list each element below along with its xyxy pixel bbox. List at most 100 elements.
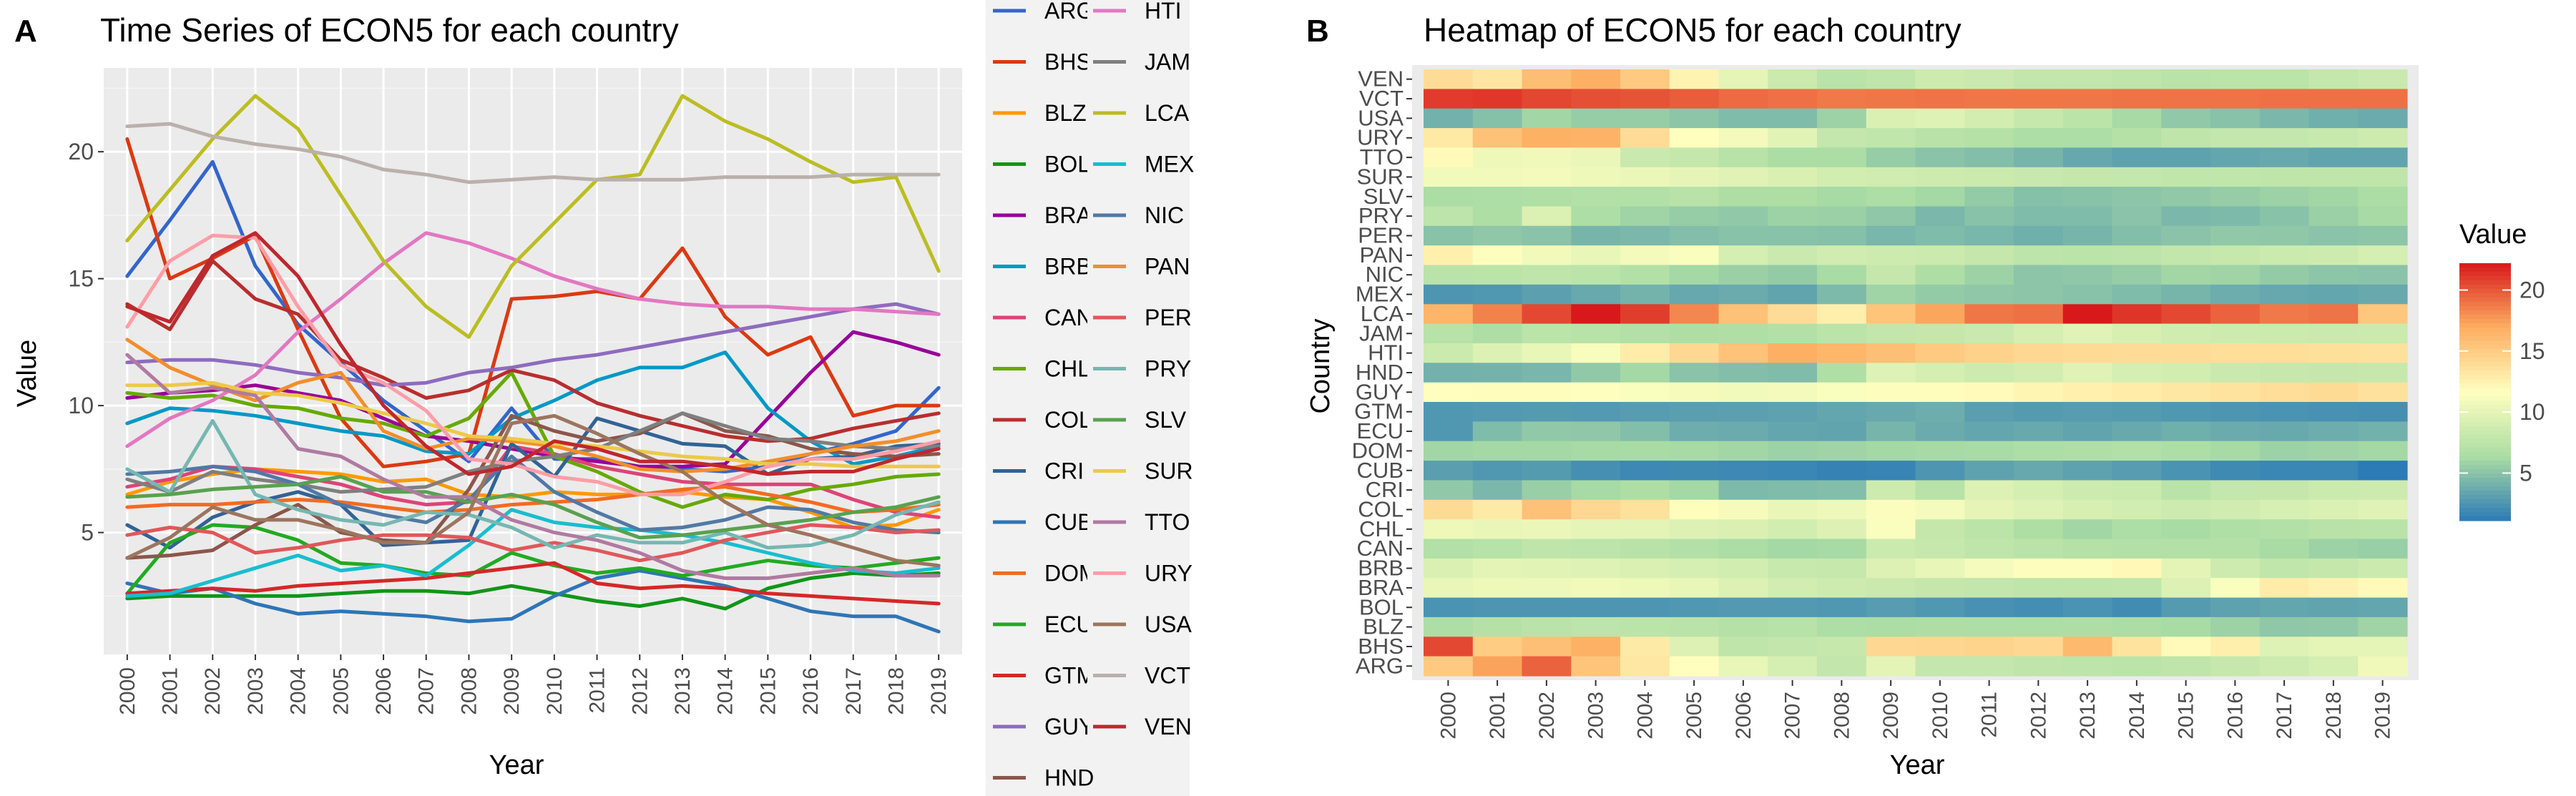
heatmap-cell-hti-2004 <box>1620 343 1670 363</box>
legend-label-nic: NIC <box>1145 202 1184 228</box>
colorbar-segment <box>2459 263 2511 268</box>
line-chart-xtick-label: 2004 <box>287 667 310 715</box>
heatmap-cell-hti-2016 <box>2210 343 2261 363</box>
heatmap-cell-lca-2002 <box>1522 304 1572 325</box>
heatmap-cell-slv-2011 <box>1964 187 2014 207</box>
heatmap-cell-can-2007 <box>1768 539 1818 559</box>
heatmap-cell-dom-2018 <box>2308 441 2359 461</box>
heatmap-cell-slv-2005 <box>1669 187 1720 207</box>
heatmap-cell-ury-2014 <box>2112 128 2162 149</box>
heatmap-xtick-label: 2000 <box>1436 692 1460 740</box>
heatmap-cell-ecu-2019 <box>2358 421 2408 442</box>
heatmap-cell-ury-2012 <box>2014 128 2064 149</box>
heatmap-cell-hti-2003 <box>1571 343 1621 363</box>
heatmap-cell-sur-2009 <box>1866 167 1916 187</box>
heatmap-cell-dom-2003 <box>1571 441 1621 461</box>
heatmap-cell-tto-2010 <box>1915 147 1965 168</box>
colorbar-segment <box>2459 285 2511 290</box>
heatmap-cell-brb-2001 <box>1472 558 1523 579</box>
heatmap-ytick-label: BRA <box>1358 575 1404 600</box>
heatmap-cell-blz-2002 <box>1522 616 1572 637</box>
heatmap-cell-mex-2019 <box>2358 284 2408 305</box>
heatmap-cell-slv-2015 <box>2161 187 2211 207</box>
colorbar-segment <box>2459 379 2511 384</box>
heatmap-cell-hnd-2014 <box>2112 363 2162 383</box>
heatmap-cell-ury-2016 <box>2210 128 2261 149</box>
heatmap-cell-pan-2012 <box>2014 245 2064 266</box>
heatmap-cell-ven-2004 <box>1620 69 1670 89</box>
heatmap-cell-chl-2009 <box>1866 519 1916 540</box>
heatmap-cell-pry-2005 <box>1669 206 1720 227</box>
series-line-ven <box>125 231 941 476</box>
heatmap-cell-chl-2004 <box>1620 519 1670 540</box>
legend-label-ury: URY <box>1145 561 1192 586</box>
heatmap-cell-per-2014 <box>2112 225 2162 246</box>
heatmap-cell-hti-2018 <box>2308 343 2359 363</box>
heatmap-cell-ecu-2018 <box>2308 421 2359 442</box>
heatmap-cell-sur-2005 <box>1669 167 1720 187</box>
heatmap-cell-can-2010 <box>1915 539 1965 559</box>
colorbar-segment <box>2459 370 2511 375</box>
heatmap-cell-bol-2004 <box>1620 597 1670 618</box>
heatmap-cell-lca-2017 <box>2259 304 2310 325</box>
line-chart-xtick-label: 2008 <box>457 667 481 715</box>
heatmap-cell-col-2005 <box>1669 499 1720 520</box>
heatmap-cell-bra-2002 <box>1522 578 1572 599</box>
heatmap-cell-bra-2006 <box>1718 578 1768 599</box>
heatmap-cell-col-2002 <box>1522 499 1572 520</box>
heatmap-cell-guy-2007 <box>1768 382 1818 403</box>
colorbar-segment <box>2459 448 2511 453</box>
heatmap-cell-ury-2004 <box>1620 128 1670 149</box>
heatmap-cell-blz-2009 <box>1866 616 1916 637</box>
heatmap-cell-dom-2009 <box>1866 441 1916 461</box>
heatmap-cell-bhs-2019 <box>2358 637 2408 657</box>
heatmap-cell-pan-2010 <box>1915 245 1965 266</box>
heatmap-cell-guy-2008 <box>1817 382 1867 403</box>
heatmap-cell-tto-2004 <box>1620 147 1670 168</box>
heatmap-xtick-label: 2008 <box>1830 692 1853 740</box>
heatmap-cell-brb-2017 <box>2259 558 2310 579</box>
heatmap-cell-cri-2012 <box>2014 480 2064 501</box>
heatmap-cell-blz-2014 <box>2112 616 2162 637</box>
heatmap-cell-hnd-2004 <box>1620 363 1670 383</box>
heatmap-cell-dom-2014 <box>2112 441 2162 461</box>
heatmap-cell-pan-2006 <box>1718 245 1768 266</box>
heatmap-cell-pan-2005 <box>1669 245 1720 266</box>
heatmap-cell-can-2018 <box>2308 539 2359 559</box>
heatmap-cell-vct-2015 <box>2161 89 2211 109</box>
heatmap-cell-vct-2009 <box>1866 89 1916 109</box>
heatmap-cell-gtm-2009 <box>1866 402 1916 422</box>
heatmap-cell-can-2013 <box>2062 539 2113 559</box>
heatmap-ytick-label: CRI <box>1366 477 1404 502</box>
series-line-ecu <box>125 523 941 596</box>
heatmap-cell-tto-2009 <box>1866 147 1916 168</box>
legend-label-pry: PRY <box>1145 356 1191 382</box>
heatmap-cell-can-2014 <box>2112 539 2162 559</box>
heatmap-cell-pry-2018 <box>2308 206 2359 227</box>
colorbar-segment <box>2459 358 2511 363</box>
heatmap-xtick-label: 2003 <box>1585 692 1608 740</box>
heatmap-cell-ecu-2014 <box>2112 421 2162 442</box>
colorbar-segment <box>2459 280 2511 285</box>
heatmap-cell-slv-2018 <box>2308 187 2359 207</box>
heatmap-cell-bol-2011 <box>1964 597 2014 618</box>
heatmap-xtick-label: 2013 <box>2076 692 2100 740</box>
heatmap-cell-sur-2002 <box>1522 167 1572 187</box>
heatmap-cell-gtm-2011 <box>1964 402 2014 422</box>
heatmap-xtick-label: 2004 <box>1633 692 1657 740</box>
heatmap-cell-vct-2008 <box>1817 89 1867 109</box>
colorbar-segment <box>2459 336 2511 341</box>
legend-label-gtm: GTM <box>1044 663 1095 689</box>
heatmap-cell-slv-2014 <box>2112 187 2162 207</box>
heatmap-cell-col-2008 <box>1817 499 1867 520</box>
heatmap-cell-arg-2013 <box>2062 656 2113 677</box>
heatmap-cell-nic-2003 <box>1571 265 1621 285</box>
heatmap-cell-ven-2016 <box>2210 69 2261 89</box>
heatmap-cell-sur-2016 <box>2210 167 2261 187</box>
heatmap-cell-mex-2000 <box>1424 284 1474 305</box>
heatmap-cell-lca-2018 <box>2308 304 2359 325</box>
heatmap-cell-can-2001 <box>1472 539 1523 559</box>
heatmap-cell-can-2000 <box>1424 539 1474 559</box>
heatmap-ytick-label: URY <box>1357 125 1404 150</box>
heatmap-cell-jam-2008 <box>1817 323 1867 344</box>
